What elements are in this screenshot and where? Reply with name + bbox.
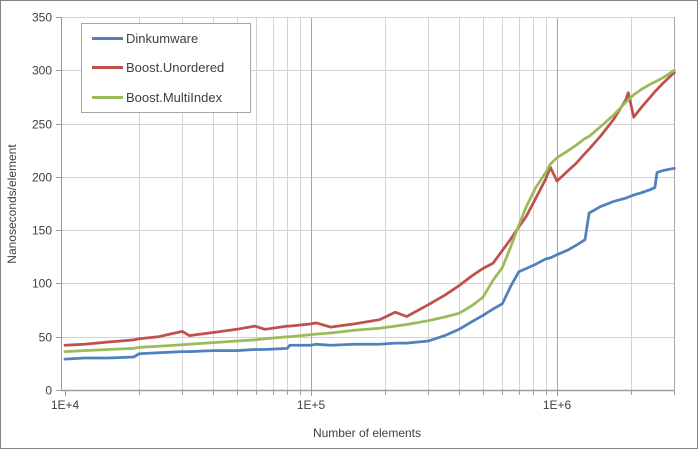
x-axis-title: Number of elements (312, 426, 422, 440)
y-tick-label: 150 (32, 224, 52, 238)
x-tick-label: 1E+6 (543, 398, 572, 412)
x-tick-label: 1E+5 (297, 398, 326, 412)
y-tick-label: 200 (32, 171, 52, 185)
y-tick-label: 350 (32, 11, 52, 25)
y-tick-label: 50 (39, 331, 53, 345)
legend-line-swatch (92, 95, 123, 99)
y-axis-title: Nanoseconds/element (5, 144, 19, 264)
legend-line-swatch (92, 37, 123, 41)
legend-label: Dinkumware (126, 31, 199, 47)
legend: Dinkumware Boost.Unordered Boost.MultiIn… (81, 23, 251, 113)
series-line-boost-unordered (63, 71, 676, 347)
series-line-boost-multiindex (63, 68, 676, 353)
y-tick-label: 300 (32, 64, 52, 78)
legend-label: Boost.MultiIndex (126, 89, 223, 105)
series-line-dinkumware (63, 166, 676, 361)
legend-item: Boost.Unordered (82, 54, 250, 82)
legend-item: Dinkumware (82, 25, 250, 53)
x-tick-label: 1E+4 (51, 398, 80, 412)
y-tick-label: 250 (32, 118, 52, 132)
legend-label: Boost.Unordered (126, 60, 225, 76)
legend-line-swatch (92, 66, 123, 70)
y-tick-label: 100 (32, 277, 52, 291)
legend-item: Boost.MultiIndex (82, 83, 250, 111)
y-tick-label: 0 (45, 384, 52, 398)
